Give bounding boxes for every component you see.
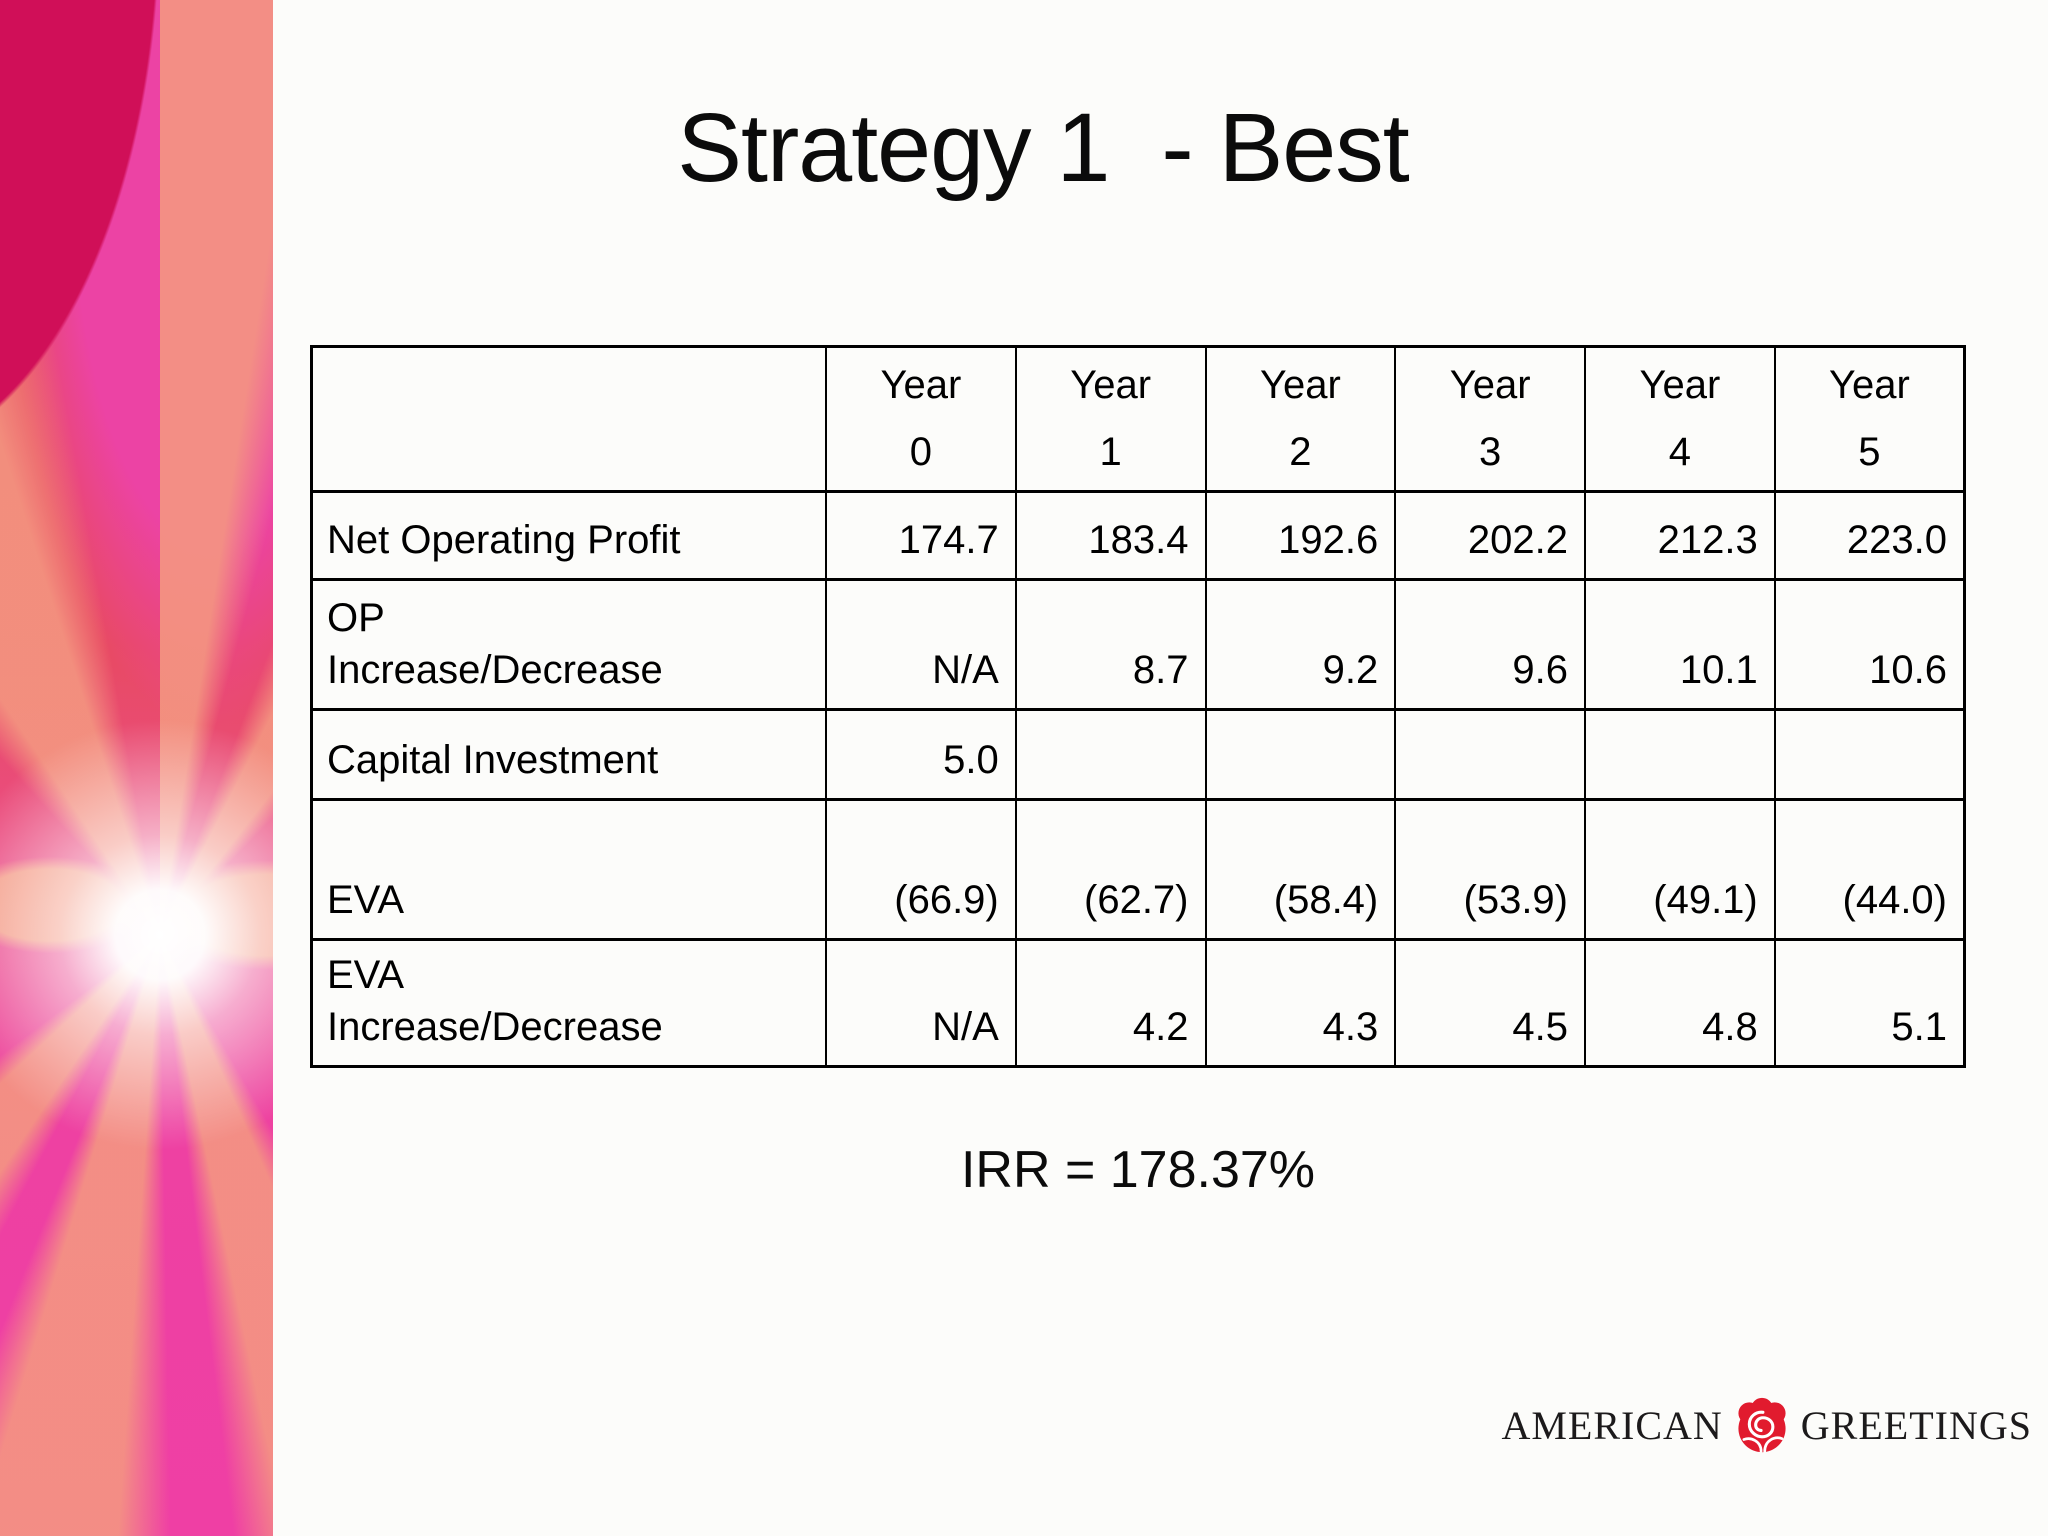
year-header-cell: Year 2: [1204, 345, 1397, 493]
value-cell: 4.8: [1584, 938, 1776, 1068]
american-greetings-logo: AMERICAN GREETINGS: [1501, 1396, 2032, 1454]
financial-table: Year 0 Year 1 Year 2 Year 3 Year 4 Year 5 Net …: [310, 345, 1966, 1068]
rose-icon: [1733, 1396, 1791, 1454]
slide-title: Strategy 1 - Best: [677, 93, 1409, 202]
year-header-cell: Year 0: [825, 345, 1017, 493]
value-cell: [1584, 708, 1776, 801]
value-cell: 9.2: [1204, 578, 1397, 711]
row-label-cell: Capital Investment: [310, 708, 827, 801]
value-cell: (49.1): [1584, 798, 1776, 941]
table-row: EVA Increase/Decrease N/A 4.2 4.3 4.5 4.8 5.1: [310, 938, 1966, 1068]
row-label-cell: EVA: [310, 798, 827, 941]
logo-word-greetings: GREETINGS: [1800, 1402, 2032, 1448]
value-cell: [1204, 708, 1397, 801]
value-cell: 10.1: [1584, 578, 1776, 711]
value-cell: [1773, 708, 1966, 801]
value-cell: (44.0): [1773, 798, 1966, 941]
year-header-cell: Year 5: [1773, 345, 1966, 493]
irr-value: IRR = 178.37%: [960, 1141, 1316, 1199]
year-header-cell: Year 3: [1394, 345, 1586, 493]
value-cell: [1394, 708, 1586, 801]
row-label-cell: EVA Increase/Decrease: [310, 938, 827, 1068]
table-row: OP Increase/Decrease N/A 8.7 9.2 9.6 10.1 10.6: [310, 578, 1966, 711]
corner-cell: [310, 345, 827, 493]
value-cell: (62.7): [1014, 798, 1207, 941]
table-row: EVA (66.9) (62.7) (58.4) (53.9) (49.1) (44.0): [310, 798, 1966, 941]
year-header-cell: Year 4: [1584, 345, 1776, 493]
value-cell: 183.4: [1014, 490, 1207, 581]
table-header-row: Year 0 Year 1 Year 2 Year 3 Year 4 Year 5: [310, 345, 1966, 493]
value-cell: 5.1: [1773, 938, 1966, 1068]
value-cell: 223.0: [1773, 490, 1966, 581]
table-row: Capital Investment 5.0: [310, 708, 1966, 801]
logo-word-american: AMERICAN: [1501, 1402, 1723, 1448]
row-label-cell: OP Increase/Decrease: [310, 578, 827, 711]
value-cell: 8.7: [1014, 578, 1207, 711]
value-cell: 174.7: [825, 490, 1017, 581]
year-header-cell: Year 1: [1014, 345, 1207, 493]
value-cell: (58.4): [1204, 798, 1397, 941]
value-cell: 9.6: [1394, 578, 1586, 711]
row-label-cell: Net Operating Profit: [310, 490, 827, 581]
value-cell: 4.5: [1394, 938, 1586, 1068]
table-row: Net Operating Profit 174.7 183.4 192.6 202.2…: [310, 490, 1966, 581]
value-cell: N/A: [825, 938, 1017, 1068]
value-cell: (66.9): [825, 798, 1017, 941]
value-cell: (53.9): [1394, 798, 1586, 941]
value-cell: 212.3: [1584, 490, 1776, 581]
value-cell: 4.3: [1204, 938, 1397, 1068]
value-cell: 192.6: [1204, 490, 1397, 581]
value-cell: N/A: [825, 578, 1017, 711]
financial-table-body: Year 0 Year 1 Year 2 Year 3 Year 4 Year 5 Net …: [310, 345, 1966, 1068]
value-cell: 5.0: [825, 708, 1017, 801]
value-cell: 4.2: [1014, 938, 1207, 1068]
value-cell: 202.2: [1394, 490, 1586, 581]
value-cell: 10.6: [1773, 578, 1966, 711]
decorative-sidebar-art: [0, 0, 273, 1536]
value-cell: [1014, 708, 1207, 801]
